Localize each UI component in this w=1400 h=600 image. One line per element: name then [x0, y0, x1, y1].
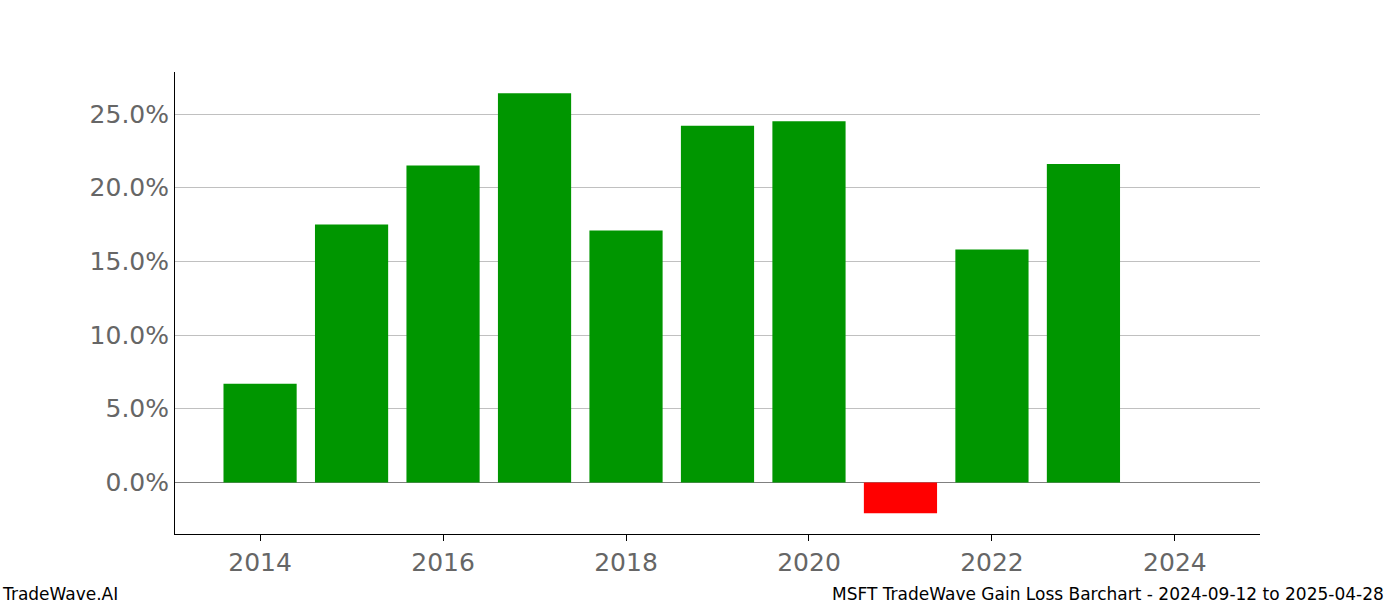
svg-text:5.0%: 5.0%: [105, 394, 169, 423]
svg-text:TradeWave.AI: TradeWave.AI: [2, 584, 118, 600]
svg-text:2020: 2020: [777, 548, 841, 577]
svg-text:15.0%: 15.0%: [90, 247, 169, 276]
svg-text:10.0%: 10.0%: [90, 321, 169, 350]
svg-text:MSFT TradeWave Gain Loss Barch: MSFT TradeWave Gain Loss Barchart - 2024…: [832, 584, 1384, 600]
svg-text:2022: 2022: [960, 548, 1024, 577]
svg-text:20.0%: 20.0%: [90, 173, 169, 202]
svg-text:2016: 2016: [411, 548, 475, 577]
svg-text:2024: 2024: [1143, 548, 1207, 577]
svg-text:2018: 2018: [594, 548, 658, 577]
svg-text:0.0%: 0.0%: [105, 468, 169, 497]
svg-text:25.0%: 25.0%: [90, 100, 169, 129]
svg-text:2014: 2014: [228, 548, 292, 577]
